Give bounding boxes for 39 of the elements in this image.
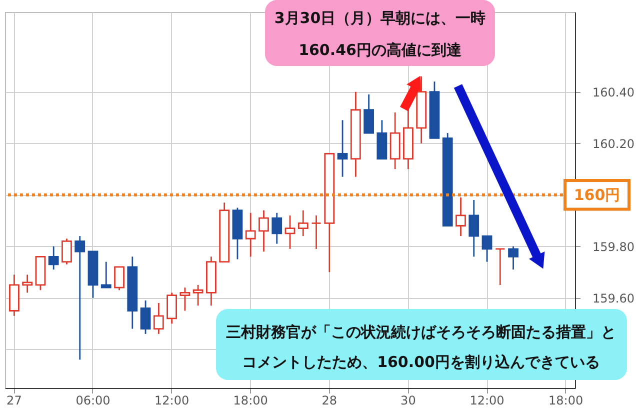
candlestick — [140, 300, 151, 335]
candlestick — [284, 214, 296, 250]
candlestick — [22, 274, 33, 294]
candlestick — [62, 238, 72, 266]
x-tick-label: 12:00 — [154, 394, 190, 408]
candlestick — [468, 199, 480, 258]
candlestick — [245, 212, 256, 258]
candlestick — [298, 210, 308, 237]
candlestick — [180, 286, 190, 312]
x-tick-label: 28 — [322, 394, 338, 408]
x-tick-label: 18:00 — [548, 394, 584, 408]
candlestick — [311, 214, 322, 250]
y-tick-label: 159.80 — [592, 240, 634, 254]
candlestick — [494, 248, 506, 286]
y-tick-label: 159.60 — [592, 291, 634, 306]
x-tick-label: 30 — [400, 394, 416, 408]
candlestick — [153, 302, 164, 335]
annotation: 三村財務官が「この状況続けばそろそろ断固たる措置」とコメントしたため、160.00円を割り込んできている — [226, 323, 616, 371]
annotation: 3月30日（月）早朝には、一時160.46円の高値に到達 — [274, 9, 486, 59]
x-tick-label: 12:00 — [470, 394, 504, 408]
candlestick — [482, 235, 492, 263]
candlestick — [166, 292, 177, 324]
candlestick — [114, 266, 124, 291]
candlestick — [337, 119, 348, 178]
candlestick — [456, 196, 466, 237]
y-tick-label: 160.40 — [592, 85, 634, 100]
x-tick-label: 27 — [6, 394, 22, 408]
ref-line-label: 160円 — [574, 186, 620, 204]
x-tick-label: 18:00 — [233, 394, 268, 408]
candlestick — [74, 235, 86, 360]
candlestick — [192, 284, 204, 306]
x-tick-label: 06:00 — [76, 394, 110, 408]
candlestick — [258, 210, 269, 252]
y-tick-label: 160.20 — [592, 136, 634, 151]
candlestick — [48, 246, 59, 270]
candlestick — [100, 261, 112, 288]
candlestick — [364, 94, 374, 134]
candlestick — [272, 212, 282, 244]
candlestick — [508, 246, 518, 270]
